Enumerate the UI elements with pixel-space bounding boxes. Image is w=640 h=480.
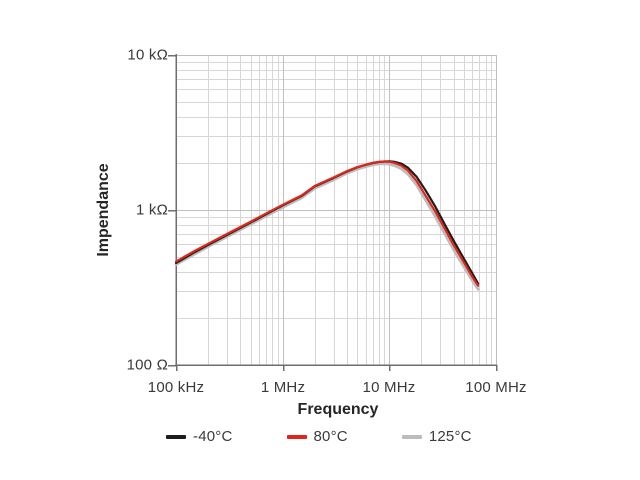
legend-label-minus40c: -40°C [193,428,233,445]
line-swatch-125c [401,434,422,439]
line-swatch-80c [286,434,307,439]
y-tick-label-100: 100 Ω [126,356,168,374]
x-axis-title: Frequency [297,401,379,418]
legend-label-80c: 80°C [313,428,348,445]
y-axis-title: Impendance [95,163,112,257]
x-tick-label-100mhz: 100 MHz [465,379,527,396]
legend: -40°C 80°C 125°C [166,428,472,445]
legend-item-80c: 80°C [286,428,348,445]
y-tick-label-1k: 1 kΩ [135,201,168,219]
legend-item-125c: 125°C [401,428,472,445]
x-tick-label-10mhz: 10 MHz [362,379,416,396]
line-swatch-minus40c [166,434,186,439]
legend-item-minus40c: -40°C [166,428,233,445]
x-tick-label-100khz: 100 kHz [147,379,205,396]
y-tick-label-10k: 10 kΩ [127,46,168,64]
legend-label-125c: 125°C [428,428,472,445]
x-tick-label-1mhz: 1 MHz [260,379,306,396]
